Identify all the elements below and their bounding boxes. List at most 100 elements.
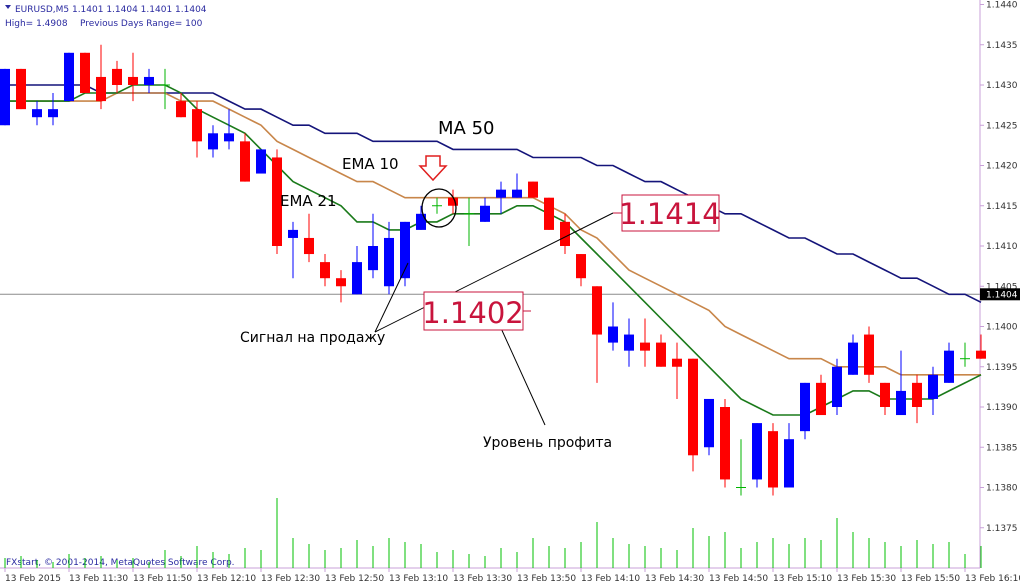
- candle-body: [16, 68, 26, 110]
- x-tick-label: 13 Feb 15:30: [837, 574, 896, 584]
- price-box: [621, 194, 720, 232]
- price-label: 1.1414: [619, 197, 720, 231]
- candle-body: [560, 221, 570, 246]
- x-tick-label: 13 Feb 11:50: [133, 574, 192, 584]
- symbol-line: EURUSD,M5 1.1401 1.1404 1.1401 1.1404: [15, 5, 207, 15]
- candle-body: [832, 366, 842, 407]
- range-info: Previous Days Range= 100: [80, 19, 203, 29]
- candle-body: [112, 68, 122, 85]
- candle-body: [80, 52, 90, 94]
- candle-body: [48, 109, 58, 118]
- candle-body: [928, 374, 938, 399]
- high-info: High= 1.4908: [5, 19, 68, 29]
- x-tick-label: 13 Feb 14:50: [709, 574, 768, 584]
- candle-body: [800, 382, 810, 432]
- price-box: [423, 291, 524, 331]
- candle-body: [672, 358, 682, 367]
- price-line-label: 1.1404: [986, 290, 1018, 300]
- candle-body: [416, 213, 426, 230]
- candle-body: [784, 439, 794, 488]
- pointer-line: [374, 212, 614, 333]
- ma-label: EMA 21: [280, 192, 337, 210]
- candle-body: [64, 52, 74, 102]
- candle-body: [896, 390, 906, 416]
- candle-body: [768, 431, 778, 488]
- candle-body: [400, 221, 410, 279]
- candle-body: [608, 326, 618, 343]
- y-tick-label: 1.1385: [986, 443, 1018, 453]
- profit-label: Уровень профита: [483, 435, 612, 451]
- menu-arrow: [5, 5, 11, 9]
- candle-body: [528, 181, 538, 198]
- y-tick-label: 1.1395: [986, 363, 1018, 373]
- candle-body: [304, 237, 314, 255]
- candle-body: [496, 189, 506, 198]
- x-tick-label: 13 Feb 14:10: [581, 574, 640, 584]
- candle-body: [0, 68, 10, 126]
- candle-body: [208, 133, 218, 150]
- price-line-box: [980, 288, 1020, 301]
- candle-body: [320, 262, 330, 279]
- y-tick-label: 1.1420: [986, 162, 1018, 172]
- candle-body: [704, 398, 714, 448]
- x-tick-label: 13 Feb 15:50: [901, 574, 960, 584]
- candle-body: [480, 205, 490, 222]
- candle-body: [384, 237, 394, 287]
- y-tick-label: 1.1410: [986, 242, 1018, 252]
- candle-body: [688, 358, 698, 456]
- candle-body: [880, 382, 890, 407]
- sell-arrow: [418, 155, 448, 182]
- candle-body: [272, 157, 282, 246]
- candle-body: [336, 278, 346, 287]
- candle-body: [256, 149, 266, 174]
- candle-body: [720, 407, 730, 480]
- y-tick-label: 1.1425: [986, 121, 1018, 131]
- candle-body: [752, 423, 762, 480]
- candle-body: [144, 76, 154, 85]
- y-tick-label: 1.1435: [986, 41, 1018, 51]
- candle-body: [240, 141, 250, 182]
- candle-body: [848, 342, 858, 375]
- pointer-line: [499, 325, 546, 426]
- candle-body: [32, 109, 42, 118]
- y-tick-label: 1.1380: [986, 484, 1018, 494]
- candle-body: [224, 133, 234, 142]
- ma-line: [5, 92, 981, 376]
- signal-label: Сигнал на продажу: [240, 330, 385, 346]
- x-tick-label: 13 Feb 12:10: [197, 574, 256, 584]
- ma-line: [5, 84, 982, 304]
- y-tick-label: 1.1440: [986, 1, 1018, 11]
- candle-body: [128, 76, 138, 85]
- x-tick-label: 13 Feb 11:30: [69, 574, 128, 584]
- candle-body: [912, 382, 922, 407]
- y-tick-label: 1.1390: [986, 403, 1018, 413]
- candle-body: [864, 334, 874, 375]
- footer: FXstart, © 2001-2014, MetaQuotes Softwar…: [6, 558, 235, 568]
- x-tick-label: 13 Feb 12:30: [261, 574, 320, 584]
- candle-body: [640, 342, 650, 351]
- candle-body: [512, 189, 522, 198]
- x-tick-label: 13 Feb 2015: [5, 574, 61, 584]
- candle-body: [576, 254, 586, 279]
- candle-body: [624, 334, 634, 351]
- y-tick-label: 1.1375: [986, 524, 1018, 534]
- candle-body: [448, 197, 458, 206]
- candle-body: [192, 109, 202, 142]
- signal-circle: [421, 188, 457, 228]
- y-tick-label: 1.1405: [986, 282, 1018, 292]
- x-tick-label: 13 Feb 15:10: [773, 574, 832, 584]
- x-tick-label: 13 Feb 16:10: [965, 574, 1020, 584]
- y-tick-label: 1.1400: [986, 323, 1018, 333]
- price-label: 1.1402: [422, 296, 523, 330]
- candle-body: [96, 76, 106, 102]
- candle-body: [368, 246, 378, 271]
- x-tick-label: 13 Feb 13:10: [389, 574, 448, 584]
- ma-label: MA 50: [438, 118, 494, 139]
- pointer-line: [374, 262, 409, 333]
- ma-label: EMA 10: [342, 155, 399, 173]
- candle-body: [592, 286, 602, 335]
- y-tick-label: 1.1430: [986, 81, 1018, 91]
- candle-body: [976, 350, 986, 359]
